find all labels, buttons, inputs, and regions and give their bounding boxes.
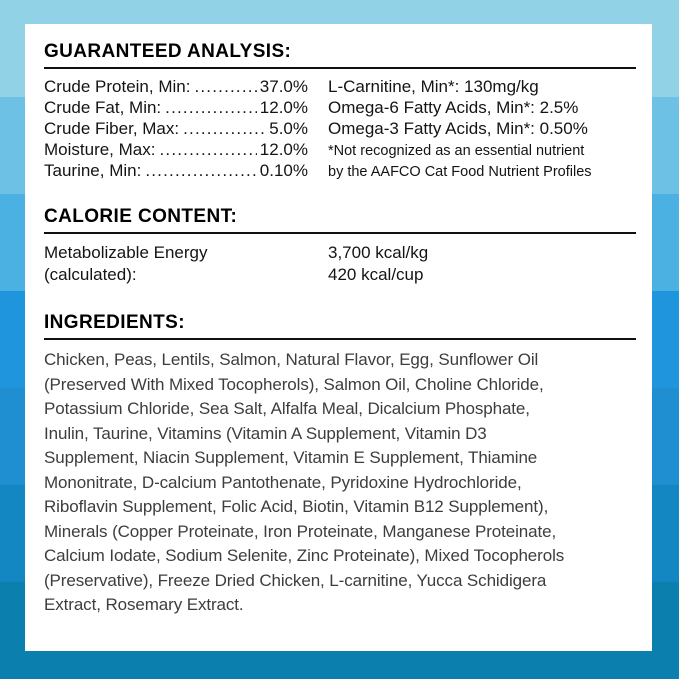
calorie-value-line: 420 kcal/cup xyxy=(328,264,424,284)
analysis-value: 37.0% xyxy=(259,77,308,96)
analysis-value: 12.0% xyxy=(259,98,308,117)
calorie-value-line: 3,700 kcal/kg xyxy=(328,243,429,262)
calorie-label-cell: Metabolizable Energy (calculated): xyxy=(44,242,308,285)
analysis-label: Crude Fat, Min: xyxy=(44,98,162,117)
analysis-row: Crude Fiber, Max: ......................… xyxy=(44,118,308,139)
aafco-footnote-line: by the AAFCO Cat Food Nutrient Profiles xyxy=(328,163,592,180)
ingredients-section: INGREDIENTS: Chicken, Peas, Lentils, Sal… xyxy=(44,311,636,618)
calorie-content-section: CALORIE CONTENT: Metabolizable Energy (c… xyxy=(44,205,636,285)
dot-leader: ........................................… xyxy=(194,77,256,96)
analysis-row: Omega-3 Fatty Acids, Min*: 0.50% xyxy=(328,119,588,138)
dot-leader: ........................................… xyxy=(183,119,267,138)
calorie-label-line: Metabolizable Energy xyxy=(44,243,208,262)
calorie-label-line: (calculated): xyxy=(44,264,137,284)
analysis-label: Crude Protein, Min: xyxy=(44,77,191,96)
analysis-row: Omega-6 Fatty Acids, Min*: 2.5% xyxy=(328,98,579,117)
ingredients-text: Chicken, Peas, Lentils, Salmon, Natural … xyxy=(44,350,565,614)
ingredients-title: INGREDIENTS: xyxy=(44,311,636,340)
analysis-value: 0.10% xyxy=(259,161,308,180)
analysis-label: Moisture, Max: xyxy=(44,140,156,159)
analysis-value: 5.0% xyxy=(269,119,308,138)
analysis-value: 12.0% xyxy=(259,140,308,159)
guaranteed-analysis-left-column: Crude Protein, Min: ....................… xyxy=(44,76,308,182)
guaranteed-analysis-right-column: L-Carnitine, Min*: 130mg/kg Omega-6 Fatt… xyxy=(328,76,636,182)
analysis-row: L-Carnitine, Min*: 130mg/kg xyxy=(328,77,539,96)
dot-leader: ........................................… xyxy=(159,140,256,159)
analysis-row: Moisture, Max: .........................… xyxy=(44,139,308,160)
guaranteed-analysis-section: GUARANTEED ANALYSIS: Crude Protein, Min:… xyxy=(44,40,636,182)
aafco-footnote-line: *Not recognized as an essential nutrient xyxy=(328,143,585,159)
analysis-row: Crude Fat, Min: ........................… xyxy=(44,97,308,118)
analysis-label: Taurine, Min: xyxy=(44,161,142,180)
analysis-row: Taurine, Min: ..........................… xyxy=(44,160,308,181)
calorie-content-table: Metabolizable Energy (calculated): 3,700… xyxy=(44,242,636,285)
dot-leader: ........................................… xyxy=(165,98,257,117)
analysis-label: Crude Fiber, Max: xyxy=(44,119,180,138)
analysis-row: Crude Protein, Min: ....................… xyxy=(44,76,308,97)
calorie-content-title: CALORIE CONTENT: xyxy=(44,205,636,234)
calorie-value-cell: 3,700 kcal/kg 420 kcal/cup xyxy=(328,242,636,285)
dot-leader: ........................................… xyxy=(145,161,257,180)
label-info-panel: GUARANTEED ANALYSIS: Crude Protein, Min:… xyxy=(25,24,652,651)
guaranteed-analysis-title: GUARANTEED ANALYSIS: xyxy=(44,40,636,69)
guaranteed-analysis-table: Crude Protein, Min: ....................… xyxy=(44,76,636,182)
